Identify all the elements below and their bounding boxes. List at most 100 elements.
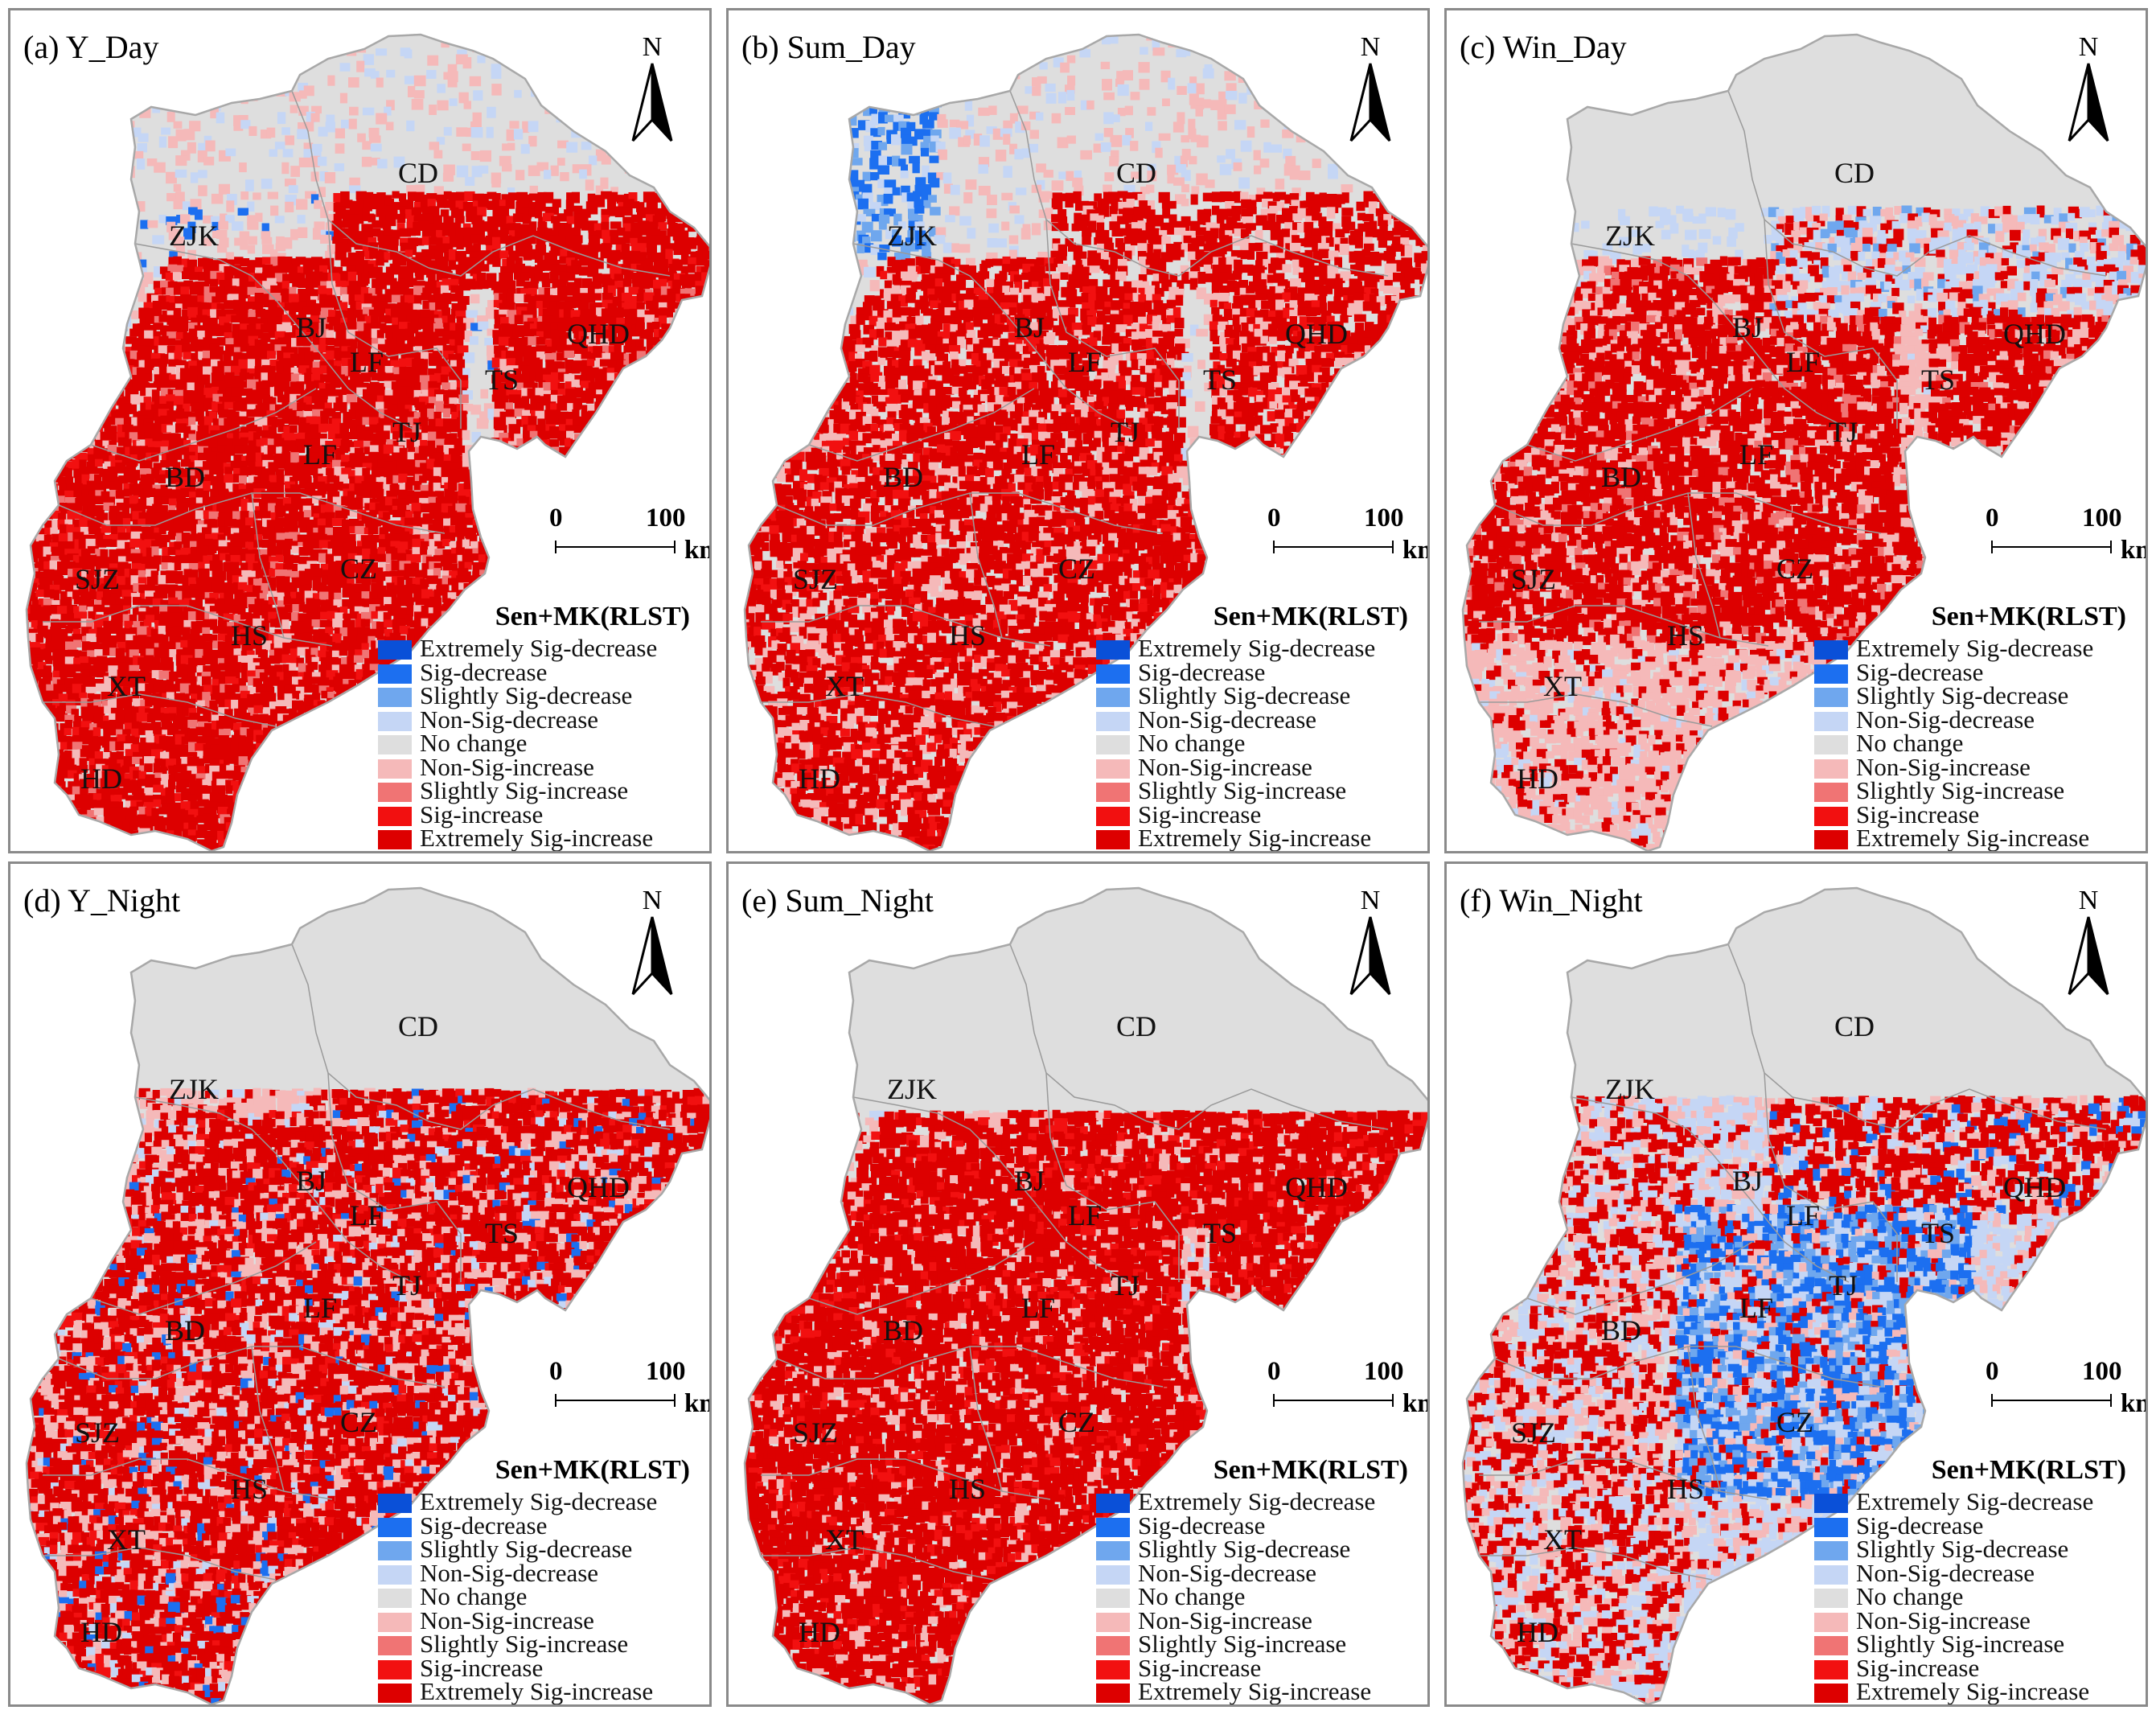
trend-pixel (630, 263, 641, 272)
trend-pixel (151, 467, 160, 479)
trend-pixel (450, 293, 462, 302)
trend-pixel (335, 452, 344, 464)
trend-pixel (355, 592, 364, 604)
trend-pixel (654, 424, 664, 436)
trend-pixel (203, 323, 215, 332)
trend-pixel (27, 541, 29, 549)
trend-pixel (531, 454, 541, 462)
trend-pixel (586, 373, 595, 384)
trend-pixel (211, 221, 220, 232)
trend-pixel (629, 317, 638, 326)
trend-pixel (565, 301, 573, 312)
trend-pixel (72, 554, 81, 565)
trend-pixel (639, 417, 650, 428)
trend-pixel (101, 481, 111, 489)
trend-pixel (81, 512, 89, 520)
trend-pixel (486, 483, 495, 495)
trend-pixel (650, 578, 663, 588)
trend-pixel (313, 148, 322, 159)
trend-pixel (238, 329, 250, 339)
trend-pixel (521, 504, 532, 516)
trend-pixel (436, 194, 447, 203)
trend-pixel (672, 323, 684, 331)
trend-pixel (146, 383, 154, 391)
trend-pixel (451, 412, 462, 421)
trend-pixel (413, 221, 421, 232)
trend-pixel (223, 561, 233, 572)
trend-pixel (332, 546, 344, 557)
trend-pixel (428, 491, 437, 501)
trend-pixel (216, 562, 224, 572)
trend-pixel (609, 416, 618, 426)
trend-pixel (382, 235, 392, 246)
trend-pixel (160, 534, 170, 543)
trend-pixel (203, 215, 213, 224)
trend-pixel (405, 524, 417, 534)
trend-pixel (209, 318, 218, 329)
trend-pixel (355, 301, 364, 310)
trend-pixel (644, 432, 655, 443)
trend-pixel (187, 35, 196, 41)
trend-pixel (567, 577, 577, 586)
trend-pixel (491, 281, 503, 290)
trend-pixel (665, 192, 675, 202)
trend-pixel (247, 245, 256, 254)
trend-pixel (700, 345, 709, 356)
trend-pixel (88, 490, 97, 499)
trend-pixel (326, 483, 338, 491)
trend-pixel (464, 549, 475, 557)
trend-pixel (362, 141, 372, 150)
trend-pixel (125, 359, 133, 371)
trend-pixel (225, 252, 234, 261)
trend-pixel (421, 569, 429, 579)
trend-pixel (600, 481, 608, 490)
trend-pixel (152, 105, 161, 113)
trend-pixel (362, 549, 372, 560)
trend-pixel (318, 344, 327, 353)
trend-pixel (673, 372, 684, 384)
trend-pixel (377, 553, 388, 562)
trend-pixel (520, 144, 530, 154)
trend-pixel (587, 404, 596, 413)
trend-pixel (464, 191, 475, 201)
trend-pixel (688, 257, 699, 266)
trend-pixel (500, 570, 512, 581)
trend-pixel (658, 315, 667, 327)
trend-pixel (704, 446, 709, 455)
trend-pixel (570, 346, 581, 357)
trend-pixel (173, 121, 183, 129)
trend-pixel (608, 279, 618, 288)
trend-pixel (630, 228, 643, 239)
trend-pixel (139, 526, 149, 537)
trend-pixel (302, 336, 312, 347)
trend-pixel (81, 569, 91, 579)
trend-pixel (688, 300, 697, 312)
trend-pixel (111, 555, 119, 567)
trend-pixel (413, 90, 425, 99)
trend-pixel (276, 576, 285, 588)
trend-pixel (343, 549, 354, 557)
trend-pixel (66, 250, 78, 259)
trend-pixel (572, 339, 584, 349)
trend-pixel (354, 583, 367, 594)
trend-pixel (130, 549, 143, 557)
trend-pixel (536, 345, 547, 355)
trend-pixel (169, 251, 178, 261)
trend-pixel (609, 453, 619, 462)
trend-pixel (175, 169, 187, 178)
trend-pixel (306, 358, 314, 369)
trend-pixel (281, 576, 290, 588)
trend-pixel (27, 245, 36, 253)
trend-pixel (473, 90, 483, 101)
trend-pixel (86, 339, 96, 348)
trend-pixel (140, 474, 148, 485)
trend-pixel (230, 504, 240, 516)
trend-pixel (349, 519, 359, 528)
trend-pixel (472, 112, 482, 122)
trend-pixel (647, 322, 656, 332)
trend-pixel (406, 215, 415, 224)
trend-pixel (318, 423, 327, 433)
trend-pixel (102, 207, 112, 216)
trend-pixel (318, 553, 326, 563)
trend-pixel (320, 206, 329, 219)
